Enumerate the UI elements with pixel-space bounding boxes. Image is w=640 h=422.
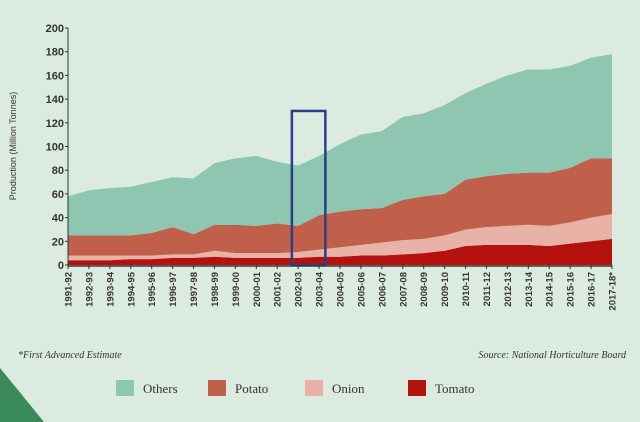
x-tick-label: 1997-98 bbox=[189, 272, 200, 307]
legend-swatch bbox=[116, 380, 134, 396]
legend-label: Others bbox=[143, 381, 178, 396]
x-tick-label: 2007-08 bbox=[398, 272, 409, 307]
x-tick-label: 1993-94 bbox=[105, 271, 116, 307]
y-tick-label: 0 bbox=[58, 260, 64, 272]
x-tick-label: 2016-17 bbox=[587, 272, 598, 307]
legend-label: Tomato bbox=[435, 381, 475, 396]
y-tick-label: 120 bbox=[46, 118, 64, 130]
area-others bbox=[68, 54, 612, 236]
legend-item-onion: Onion bbox=[305, 380, 365, 396]
x-tick-label: 2000-01 bbox=[252, 271, 263, 307]
x-tick-label: 2010-11 bbox=[461, 271, 472, 306]
x-tick-label: 1991-92 bbox=[64, 272, 75, 307]
legend-label: Potato bbox=[235, 381, 268, 396]
x-tick-label: 1995-96 bbox=[147, 272, 158, 307]
x-tick-label: 2003-04 bbox=[315, 271, 326, 307]
x-axis: 1991-92 1992-93 1993-94 1994-95 1995-96 1996-… bbox=[64, 265, 619, 311]
x-tick-label: 1992-93 bbox=[84, 272, 95, 307]
y-axis-label: Production (Million Tonnes) bbox=[8, 92, 18, 200]
y-tick-label: 60 bbox=[52, 189, 64, 201]
decorative-green-corner bbox=[0, 368, 44, 422]
x-tick-label: 2013-14 bbox=[524, 271, 535, 307]
x-tick-label: 2005-06 bbox=[356, 272, 367, 307]
legend-swatch bbox=[208, 380, 226, 396]
x-tick-label: 2014-15 bbox=[545, 271, 556, 307]
x-tick-label: 2015-16 bbox=[566, 272, 577, 307]
y-tick-label: 20 bbox=[52, 236, 64, 248]
x-tick-label: 2017-18* bbox=[608, 272, 619, 311]
y-tick-label: 80 bbox=[52, 165, 64, 177]
x-tick-label: 2002-03 bbox=[294, 272, 305, 307]
legend: Others Potato Onion Tomato bbox=[116, 380, 475, 396]
x-tick-label: 2008-09 bbox=[419, 272, 430, 307]
x-tick-label: 2009-10 bbox=[440, 272, 451, 307]
x-tick-label: 2004-05 bbox=[336, 271, 347, 307]
legend-swatch bbox=[408, 380, 426, 396]
area-layers bbox=[68, 54, 612, 265]
y-tick-label: 40 bbox=[52, 213, 64, 225]
y-tick-label: 160 bbox=[46, 70, 64, 82]
y-tick-label: 100 bbox=[46, 142, 64, 154]
x-tick-label: 2011-12 bbox=[482, 272, 493, 306]
legend-swatch bbox=[305, 380, 323, 396]
legend-item-others: Others bbox=[116, 380, 178, 396]
x-tick-label: 1999-00 bbox=[231, 272, 242, 307]
y-tick-label: 200 bbox=[46, 23, 64, 35]
x-tick-label: 2001-02 bbox=[273, 272, 284, 307]
source-note: Source: National Horticulture Board bbox=[479, 350, 627, 361]
area-onion bbox=[68, 214, 612, 261]
legend-item-potato: Potato bbox=[208, 380, 268, 396]
y-tick-label: 180 bbox=[46, 47, 64, 59]
x-tick-label: 1998-99 bbox=[210, 272, 221, 307]
legend-item-tomato: Tomato bbox=[408, 380, 475, 396]
y-axis: 0 20 40 60 80 100 120 140 160 180 200 bbox=[46, 23, 69, 272]
y-tick-label: 140 bbox=[46, 94, 64, 106]
x-tick-label: 1994-95 bbox=[126, 271, 137, 307]
x-tick-label: 2012-13 bbox=[503, 272, 514, 307]
footnote: *First Advanced Estimate bbox=[18, 350, 122, 361]
x-tick-label: 1996-97 bbox=[168, 272, 179, 307]
highlight-box bbox=[290, 109, 327, 267]
x-tick-label: 2006-07 bbox=[377, 272, 388, 307]
legend-label: Onion bbox=[332, 381, 365, 396]
area-potato bbox=[68, 158, 612, 256]
